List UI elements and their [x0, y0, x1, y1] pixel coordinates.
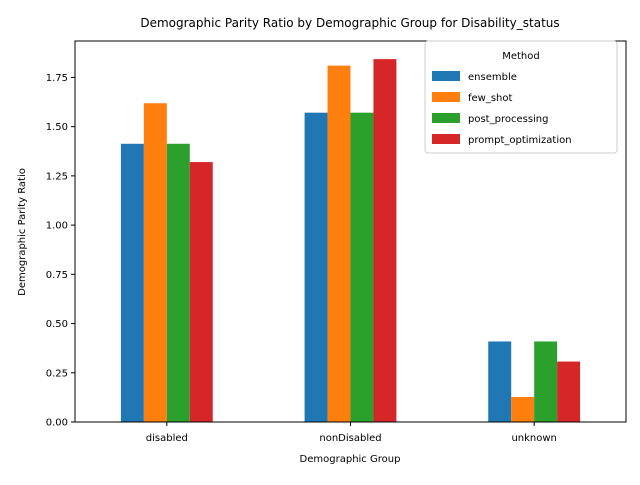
legend-items: ensemble few_shot post_processing prompt_op…	[432, 71, 572, 146]
bar-post_processing-nonDisabled	[350, 112, 374, 422]
y-axis-label: Demographic Parity Ratio	[17, 168, 28, 296]
legend-swatch-prompt_optimization	[432, 134, 460, 144]
legend-swatch-few_shot	[432, 92, 460, 102]
bar-few_shot-disabled	[143, 103, 167, 422]
x-ticks-group: disabled nonDisabled unknown	[146, 422, 557, 444]
x-axis-label: Demographic Group	[300, 454, 401, 465]
bars-group	[120, 59, 581, 423]
chart-title: Demographic Parity Ratio by Demographic …	[140, 16, 559, 30]
bar-few_shot-unknown	[511, 396, 535, 422]
bar-post_processing-disabled	[166, 143, 190, 422]
y-tick-label: 1.25	[46, 171, 68, 182]
bar-post_processing-unknown	[534, 341, 558, 422]
bar-prompt_optimization-unknown	[557, 361, 581, 422]
legend-title: Method	[502, 51, 540, 62]
legend-swatch-post_processing	[432, 113, 460, 123]
x-tick-label-nonDisabled: nonDisabled	[319, 433, 381, 444]
legend-swatch-ensemble	[432, 71, 460, 81]
y-tick-label: 0.25	[46, 368, 68, 379]
legend-label-post_processing: post_processing	[468, 114, 549, 125]
legend-label-few_shot: few_shot	[468, 93, 513, 104]
legend-box	[424, 40, 618, 154]
bar-few_shot-nonDisabled	[327, 65, 351, 423]
bar-ensemble-nonDisabled	[304, 112, 328, 422]
legend-label-ensemble: ensemble	[468, 72, 517, 83]
bar-ensemble-unknown	[488, 341, 512, 422]
y-tick-label: 0.75	[46, 270, 68, 281]
y-tick-label: 1.75	[46, 73, 68, 84]
legend: Method ensemble few_shot post_processingpr…	[424, 40, 618, 154]
bar-ensemble-disabled	[120, 143, 144, 422]
y-tick-label: 0.50	[46, 319, 68, 330]
x-tick-label-unknown: unknown	[511, 433, 556, 444]
bar-prompt_optimization-nonDisabled	[373, 59, 397, 423]
x-tick-label-disabled: disabled	[146, 433, 188, 444]
y-tick-label: 1.50	[46, 122, 68, 133]
bar-prompt_optimization-disabled	[189, 162, 213, 422]
plot-frame	[74, 40, 627, 423]
y-tick-label: 0.00	[46, 418, 68, 429]
y-ticks-group: 0.00 0.25 0.50 0.75 1.00 1.25 1.50 1.75	[46, 73, 75, 429]
legend-label-prompt_optimization: prompt_optimization	[468, 135, 572, 146]
y-tick-label: 1.00	[46, 221, 68, 232]
